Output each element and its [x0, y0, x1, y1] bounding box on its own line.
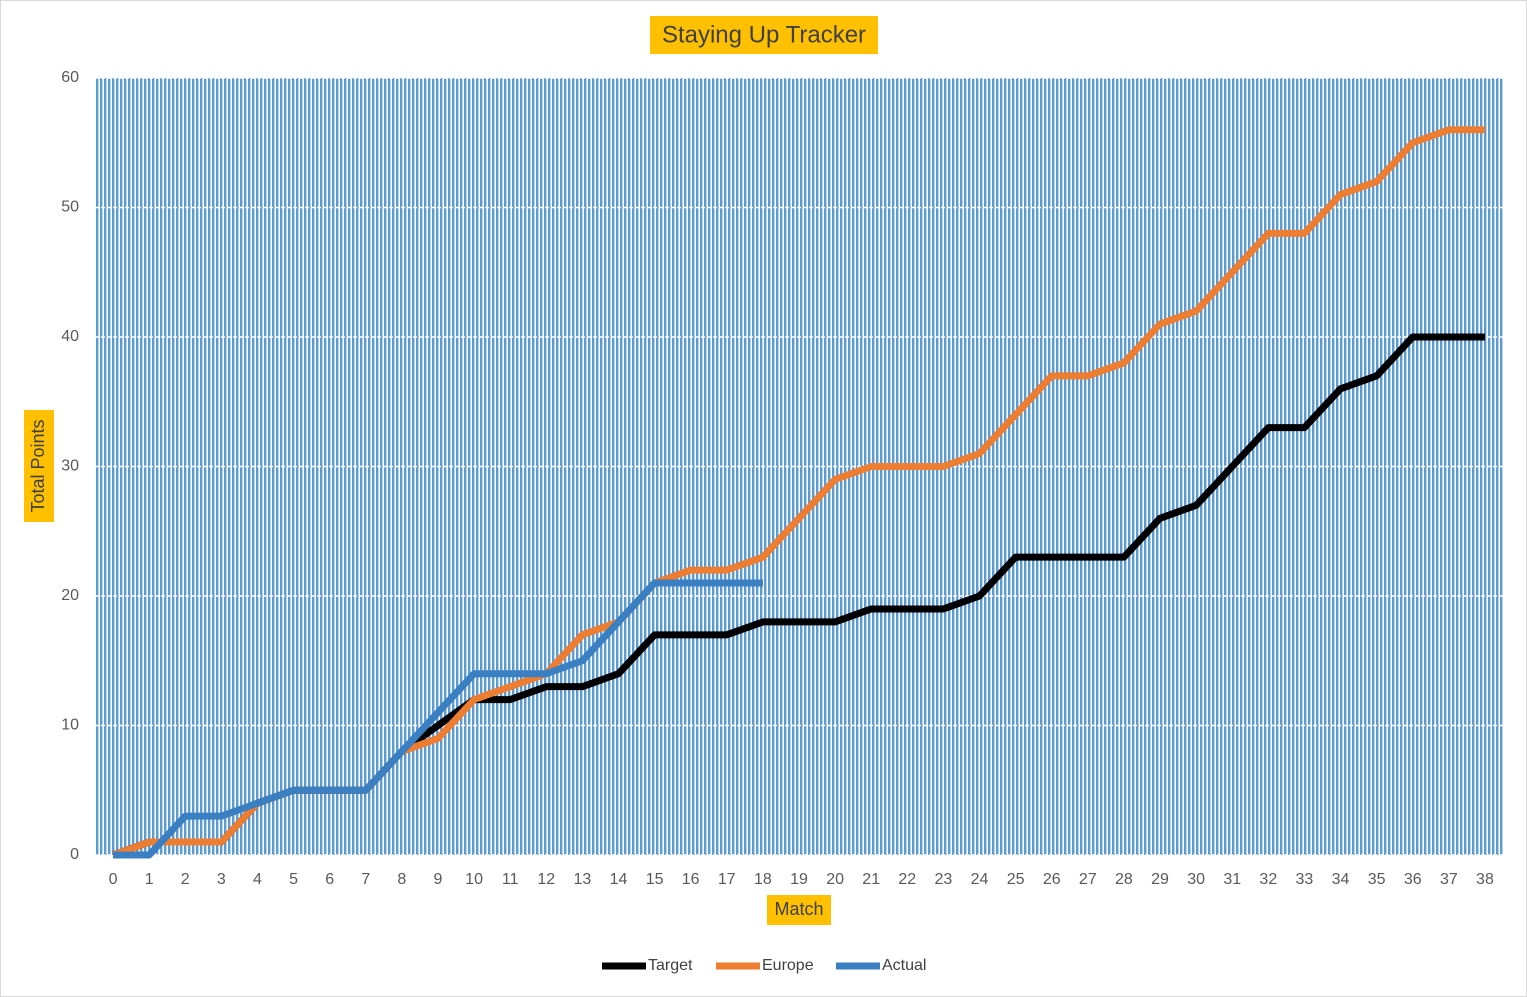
- x-tick-label: 36: [1404, 871, 1422, 888]
- y-axis-title: Total Points: [28, 419, 48, 512]
- x-tick-label: 25: [1007, 871, 1025, 888]
- x-tick-label: 3: [217, 871, 226, 888]
- y-tick-label: 40: [61, 328, 79, 345]
- x-tick-label: 10: [465, 871, 483, 888]
- legend-label: Actual: [882, 957, 926, 974]
- y-tick-label: 30: [61, 458, 79, 475]
- x-tick-label: 22: [898, 871, 916, 888]
- y-tick-label: 50: [61, 199, 79, 216]
- x-tick-label: 11: [502, 871, 519, 888]
- x-tick-label: 27: [1079, 871, 1097, 888]
- y-tick-label: 20: [61, 587, 79, 604]
- x-tick-label: 35: [1368, 871, 1386, 888]
- y-tick-label: 0: [70, 846, 79, 863]
- x-tick-label: 34: [1332, 871, 1350, 888]
- series-line: [113, 579, 763, 859]
- x-tick-label: 17: [718, 871, 736, 888]
- x-tick-label: 30: [1187, 871, 1205, 888]
- y-title-box: [24, 410, 54, 522]
- x-tick-label: 26: [1043, 871, 1061, 888]
- x-tick-label: 37: [1440, 871, 1458, 888]
- x-tick-label: 33: [1296, 871, 1314, 888]
- x-tick-label: 8: [397, 871, 406, 888]
- x-tick-label: 29: [1151, 871, 1169, 888]
- x-tick-label: 0: [109, 871, 118, 888]
- x-tick-label: 20: [826, 871, 844, 888]
- x-tick-label: 23: [935, 871, 953, 888]
- legend-label: Target: [648, 957, 693, 974]
- x-tick-label: 28: [1115, 871, 1133, 888]
- x-tick-label: 21: [862, 871, 880, 888]
- x-tick-label: 7: [361, 871, 370, 888]
- title-box: [650, 16, 878, 54]
- legend-label: Europe: [762, 957, 814, 974]
- x-title-box: [767, 895, 831, 925]
- x-tick-label: 6: [325, 871, 334, 888]
- x-tick-label: 13: [573, 871, 591, 888]
- x-tick-label: 32: [1259, 871, 1277, 888]
- x-tick-label: 19: [790, 871, 808, 888]
- x-tick-label: 12: [537, 871, 555, 888]
- x-axis-title: Match: [774, 899, 823, 919]
- x-tick-label: 31: [1223, 871, 1241, 888]
- x-tick-label: 24: [971, 871, 989, 888]
- x-tick-label: 9: [434, 871, 443, 888]
- x-tick-label: 5: [289, 871, 298, 888]
- chart-title: Staying Up Tracker: [662, 21, 866, 48]
- x-tick-label: 1: [145, 871, 154, 888]
- x-tick-label: 15: [646, 871, 664, 888]
- x-tick-label: 4: [253, 871, 262, 888]
- x-tick-label: 16: [682, 871, 700, 888]
- y-tick-label: 60: [61, 69, 79, 86]
- x-tick-label: 18: [754, 871, 772, 888]
- x-tick-label: 38: [1476, 871, 1494, 888]
- y-tick-label: 10: [61, 717, 79, 734]
- x-tick-label: 2: [181, 871, 190, 888]
- x-tick-label: 14: [610, 871, 628, 888]
